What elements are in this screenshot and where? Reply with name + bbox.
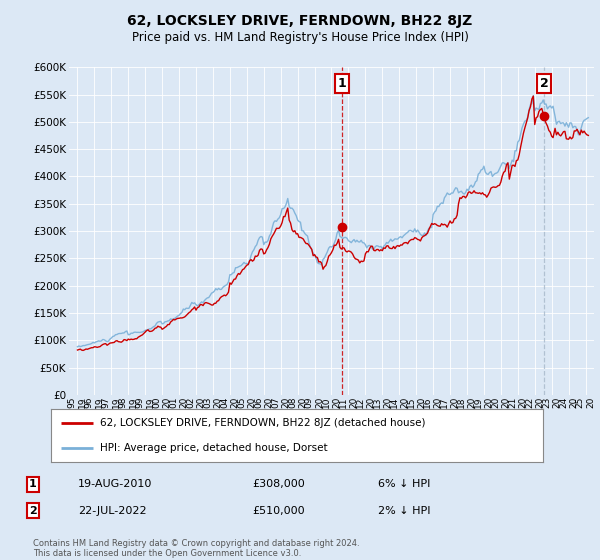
Text: Contains HM Land Registry data © Crown copyright and database right 2024.
This d: Contains HM Land Registry data © Crown c… (33, 539, 359, 558)
Text: 2: 2 (539, 77, 548, 90)
Text: 22-JUL-2022: 22-JUL-2022 (78, 506, 146, 516)
Text: 2% ↓ HPI: 2% ↓ HPI (378, 506, 431, 516)
Text: £510,000: £510,000 (252, 506, 305, 516)
Text: 1: 1 (29, 479, 37, 489)
Text: 2: 2 (29, 506, 37, 516)
Text: 6% ↓ HPI: 6% ↓ HPI (378, 479, 430, 489)
Text: HPI: Average price, detached house, Dorset: HPI: Average price, detached house, Dors… (100, 442, 328, 452)
Text: 62, LOCKSLEY DRIVE, FERNDOWN, BH22 8JZ: 62, LOCKSLEY DRIVE, FERNDOWN, BH22 8JZ (127, 14, 473, 28)
Text: £308,000: £308,000 (252, 479, 305, 489)
Text: 62, LOCKSLEY DRIVE, FERNDOWN, BH22 8JZ (detached house): 62, LOCKSLEY DRIVE, FERNDOWN, BH22 8JZ (… (100, 418, 426, 428)
Text: 1: 1 (338, 77, 347, 90)
Text: Price paid vs. HM Land Registry's House Price Index (HPI): Price paid vs. HM Land Registry's House … (131, 31, 469, 44)
Text: 19-AUG-2010: 19-AUG-2010 (78, 479, 152, 489)
